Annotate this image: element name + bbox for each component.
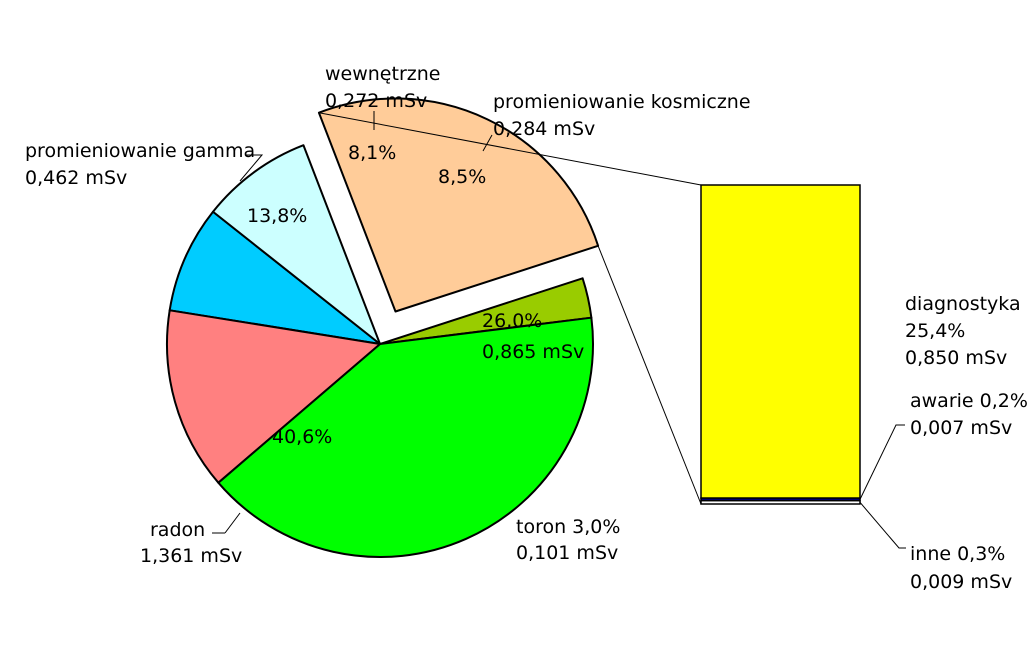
label-awarie-dose: 0,007 mSv <box>910 417 1012 439</box>
pie-slices <box>166 97 600 558</box>
label-wewnetrzne-dose: 0,272 mSv <box>325 90 427 112</box>
slice-kosmiczne <box>212 144 381 345</box>
label-medyczne-pct: 26,0% <box>482 310 542 332</box>
slice-medyczne <box>317 97 600 313</box>
data-labels: wewnętrzne 0,272 mSv 8,1% promieniowanie… <box>25 63 1028 593</box>
bar-segment-diagnostyka <box>700 184 861 499</box>
bar-segment-inne <box>700 499 861 505</box>
leader-awarie <box>859 424 905 500</box>
leader-kosmiczne <box>482 134 493 152</box>
stacked-bar <box>700 184 861 505</box>
label-kosmiczne-pct: 8,5% <box>438 166 486 188</box>
label-inne-dose: 0,009 mSv <box>910 571 1012 593</box>
label-gamma-pct: 13,8% <box>247 205 307 227</box>
label-diagnostyka-pct: 25,4% <box>905 320 965 342</box>
label-radon-name: radon <box>150 519 205 541</box>
label-wewnetrzne-pct: 8,1% <box>348 142 396 164</box>
connector-bottom <box>597 245 702 505</box>
label-diagnostyka-name: diagnostyka <box>905 293 1021 315</box>
slice-wewnetrzne <box>168 210 381 345</box>
leader-lines <box>212 111 906 549</box>
label-kosmiczne-name: promieniowanie kosmiczne <box>493 91 751 113</box>
label-medyczne-dose: 0,865 mSv <box>482 341 584 363</box>
connector-top <box>318 112 702 186</box>
slice-radon <box>217 316 594 558</box>
label-diagnostyka-dose: 0,850 mSv <box>905 347 1007 369</box>
connector-lines <box>318 112 702 505</box>
label-radon-pct: 40,6% <box>272 426 332 448</box>
label-gamma-name: promieniowanie gamma <box>25 140 255 162</box>
label-gamma-dose: 0,462 mSv <box>25 167 127 189</box>
slice-gamma <box>166 309 381 484</box>
label-inne-name: inne 0,3% <box>910 543 1005 565</box>
leader-radon-curve <box>224 512 241 534</box>
leader-gamma <box>239 154 264 182</box>
label-kosmiczne-dose: 0,284 mSv <box>493 118 595 140</box>
label-awarie-name: awarie 0,2% <box>910 390 1028 412</box>
label-wewnetrzne-name: wewnętrzne <box>325 63 440 85</box>
label-radon-dose: 1,361 mSv <box>140 545 242 567</box>
label-toron-dose: 0,101 mSv <box>516 542 618 564</box>
leader-inne <box>859 502 906 549</box>
label-toron-name: toron 3,0% <box>516 516 620 538</box>
